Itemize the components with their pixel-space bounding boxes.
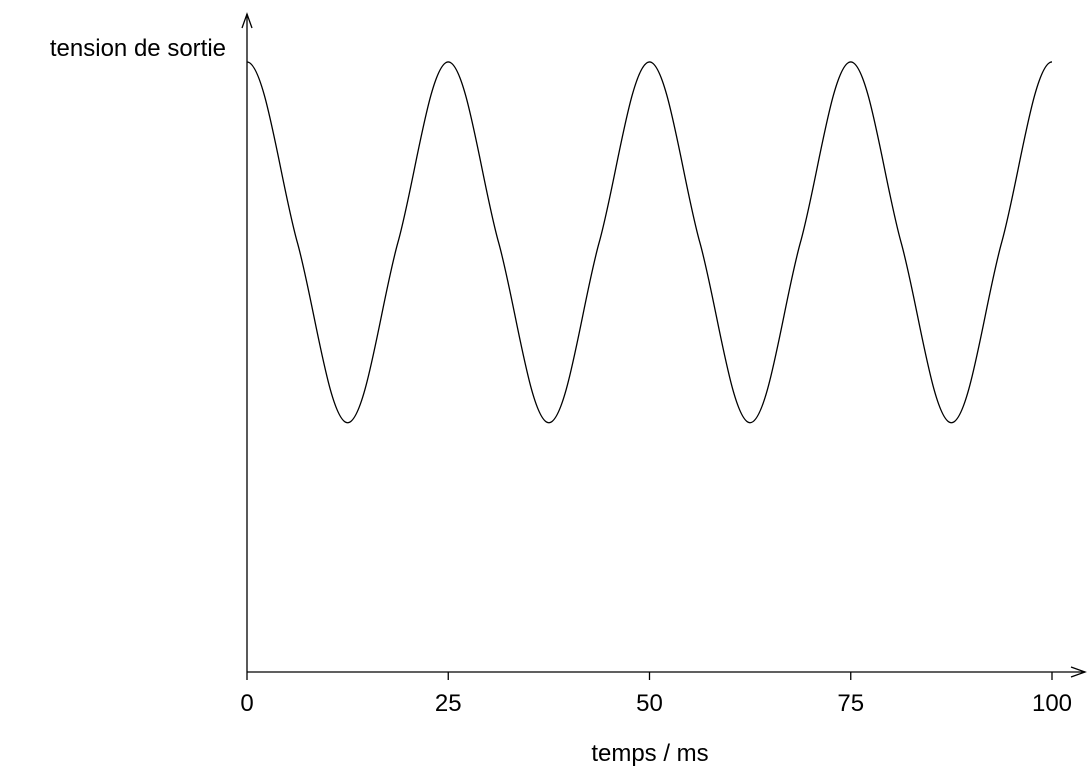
series-layer (246, 61, 1053, 424)
x-tick-label: 50 (636, 690, 663, 717)
y-axis-arrow-icon (241, 12, 253, 29)
x-tick-label: 25 (435, 690, 462, 717)
series-line (246, 61, 1053, 424)
x-ticks: 0 25 50 75 100 (240, 672, 1072, 717)
x-axis-arrow-icon (1070, 666, 1087, 678)
x-tick-label: 75 (837, 690, 864, 717)
x-axis-label: temps / ms (591, 740, 708, 767)
x-tick-label: 0 (240, 690, 253, 717)
x-tick-label: 100 (1032, 690, 1072, 717)
axes (241, 12, 1087, 678)
y-axis-label: tension de sortie (50, 35, 226, 62)
